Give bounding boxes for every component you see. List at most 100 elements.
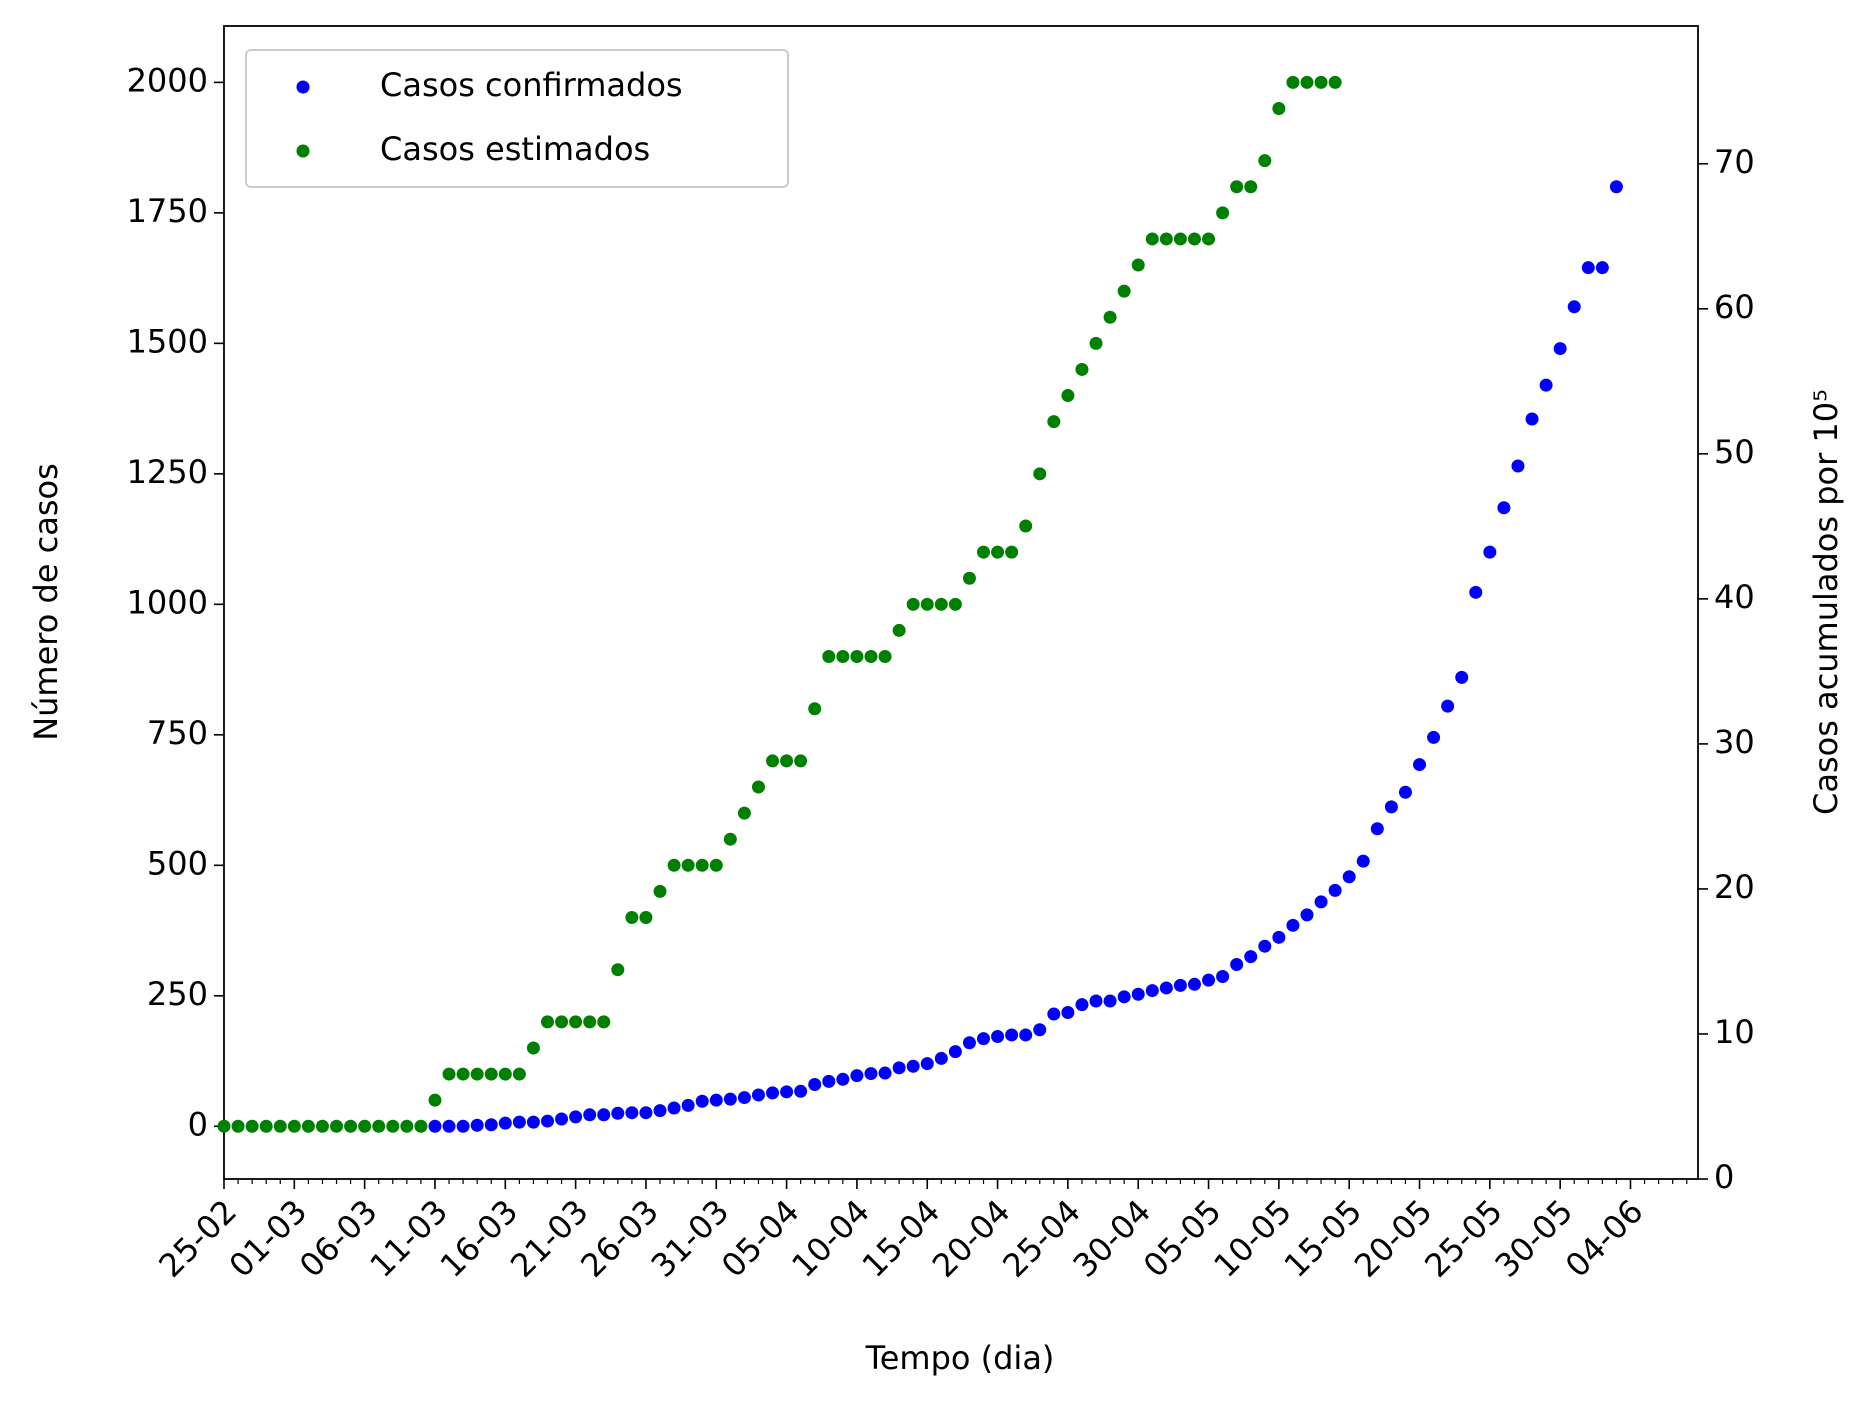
data-point (1314, 895, 1328, 909)
data-point (1244, 180, 1258, 194)
data-point (526, 1041, 540, 1055)
x-tick-label: 01-03 (222, 1192, 315, 1285)
data-point (1159, 981, 1173, 995)
data-point (906, 1059, 920, 1073)
data-point (836, 650, 850, 664)
data-point (1131, 258, 1145, 272)
legend-marker (296, 80, 310, 94)
data-point (597, 1015, 611, 1029)
data-point (892, 623, 906, 637)
data-point (583, 1108, 597, 1122)
y2-tick-label: 50 (1714, 433, 1755, 471)
data-point (344, 1119, 358, 1133)
data-point (569, 1015, 583, 1029)
data-point (709, 1093, 723, 1107)
y-tick-label: 1000 (127, 583, 208, 621)
data-point (1033, 1023, 1047, 1037)
x-tick-label: 20-05 (1347, 1192, 1440, 1285)
data-point (273, 1119, 287, 1133)
data-point (1187, 232, 1201, 246)
data-point (709, 858, 723, 872)
data-point (892, 1061, 906, 1075)
data-point (822, 1074, 836, 1088)
data-point (864, 650, 878, 664)
data-point (1342, 870, 1356, 884)
x-tick-label: 05-04 (714, 1192, 807, 1285)
data-point (667, 858, 681, 872)
y2-tick-label: 20 (1714, 868, 1755, 906)
data-point (850, 1069, 864, 1083)
data-point (1384, 800, 1398, 814)
data-point (386, 1119, 400, 1133)
data-point (780, 754, 794, 768)
data-point (1398, 785, 1412, 799)
x-tick-label: 10-05 (1206, 1192, 1299, 1285)
y2-tick-label: 30 (1714, 723, 1755, 761)
x-tick-label: 25-02 (151, 1192, 244, 1285)
data-point (1455, 670, 1469, 684)
data-point (991, 1030, 1005, 1044)
data-point (737, 1091, 751, 1105)
data-point (934, 1051, 948, 1065)
data-point (1483, 545, 1497, 559)
data-point (751, 1088, 765, 1102)
x-tick-label: 25-04 (995, 1192, 1088, 1285)
data-point (611, 1106, 625, 1120)
data-point (555, 1015, 569, 1029)
data-point (1061, 1005, 1075, 1019)
data-point (864, 1067, 878, 1081)
data-point (794, 1084, 808, 1098)
data-point (611, 963, 625, 977)
data-point (822, 650, 836, 664)
y-tick-label: 2000 (127, 61, 208, 99)
data-point (920, 597, 934, 611)
data-point (977, 545, 991, 559)
data-point (878, 1066, 892, 1080)
data-point (1216, 969, 1230, 983)
data-point (442, 1119, 456, 1133)
data-point (1258, 939, 1272, 953)
y-tick-label: 500 (147, 844, 208, 882)
data-point (583, 1015, 597, 1029)
data-point (948, 597, 962, 611)
x-tick-label: 10-04 (784, 1192, 877, 1285)
data-point (1300, 75, 1314, 89)
data-point (625, 1106, 639, 1120)
data-point (766, 754, 780, 768)
data-point (1328, 75, 1342, 89)
data-point (1089, 336, 1103, 350)
x-tick-label: 15-05 (1277, 1192, 1370, 1285)
data-point (962, 571, 976, 585)
data-point (1005, 1028, 1019, 1042)
data-point (1413, 758, 1427, 772)
data-point (555, 1112, 569, 1126)
data-point (1145, 984, 1159, 998)
data-point (526, 1115, 540, 1129)
data-point (1511, 459, 1525, 473)
data-point (1272, 101, 1286, 115)
data-point (372, 1119, 386, 1133)
y2-tick-label: 40 (1714, 578, 1755, 616)
data-point (1216, 206, 1230, 220)
data-point (920, 1057, 934, 1071)
data-point (484, 1067, 498, 1081)
data-point (766, 1086, 780, 1100)
data-point (991, 545, 1005, 559)
data-point (442, 1067, 456, 1081)
data-point (878, 650, 892, 664)
data-point (245, 1119, 259, 1133)
data-point (906, 597, 920, 611)
x-axis-label: Tempo (dia) (865, 1339, 1055, 1377)
x-tick-label: 20-04 (925, 1192, 1018, 1285)
data-point (1553, 342, 1567, 356)
data-point (808, 1078, 822, 1092)
data-point (259, 1119, 273, 1133)
data-point (569, 1110, 583, 1124)
x-tick-label: 25-05 (1417, 1192, 1510, 1285)
data-point (540, 1114, 554, 1128)
data-point (653, 1104, 667, 1118)
data-point (695, 858, 709, 872)
y-axis-label: Número de casos (27, 463, 65, 741)
data-point (1539, 378, 1553, 392)
legend-marker (296, 144, 310, 158)
